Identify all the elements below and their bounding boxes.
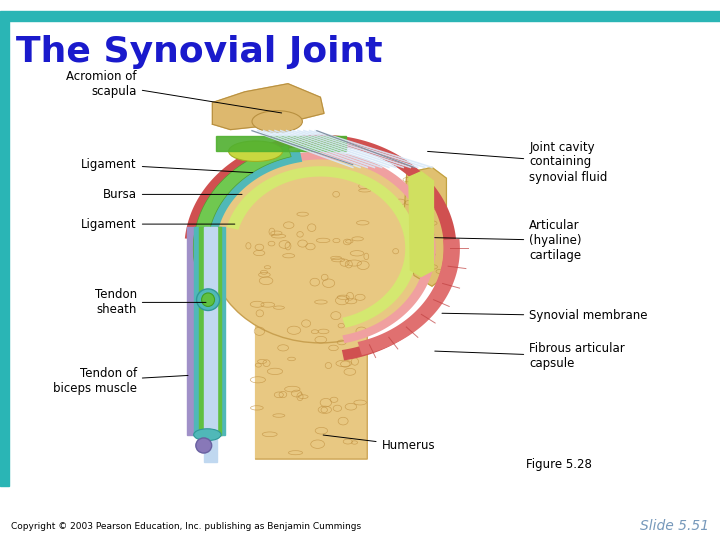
Polygon shape <box>202 150 302 257</box>
Text: Articular
(hyaline)
cartilage: Articular (hyaline) cartilage <box>435 219 582 262</box>
Polygon shape <box>204 227 217 462</box>
Polygon shape <box>185 134 456 360</box>
Text: Humerus: Humerus <box>323 435 435 452</box>
Ellipse shape <box>209 154 432 343</box>
Polygon shape <box>403 167 446 286</box>
Ellipse shape <box>196 438 212 453</box>
Ellipse shape <box>229 141 283 161</box>
Text: Tendon
sheath: Tendon sheath <box>94 288 206 316</box>
Text: Synovial membrane: Synovial membrane <box>442 309 648 322</box>
Polygon shape <box>199 227 221 435</box>
Ellipse shape <box>194 429 221 441</box>
Text: Ligament: Ligament <box>81 158 253 173</box>
Text: Ligament: Ligament <box>81 218 235 231</box>
Polygon shape <box>256 216 367 459</box>
Ellipse shape <box>202 293 215 306</box>
Text: Acromion of
scapula: Acromion of scapula <box>66 70 282 113</box>
Polygon shape <box>193 145 291 267</box>
Text: Slide 5.51: Slide 5.51 <box>640 519 709 534</box>
Polygon shape <box>216 136 346 151</box>
Text: Joint cavity
containing
synovial fluid: Joint cavity containing synovial fluid <box>428 140 608 184</box>
Text: Figure 5.28: Figure 5.28 <box>526 458 591 471</box>
Text: Tendon of
biceps muscle: Tendon of biceps muscle <box>53 367 188 395</box>
Polygon shape <box>212 84 324 130</box>
Ellipse shape <box>197 289 220 310</box>
Text: Copyright © 2003 Pearson Education, Inc. publishing as Benjamin Cummings: Copyright © 2003 Pearson Education, Inc.… <box>11 522 361 531</box>
Polygon shape <box>358 239 460 355</box>
Polygon shape <box>227 166 418 328</box>
Text: The Synovial Joint: The Synovial Joint <box>16 35 382 69</box>
Ellipse shape <box>252 111 302 132</box>
Text: Bursa: Bursa <box>103 188 242 201</box>
Polygon shape <box>409 172 433 276</box>
Text: Fibrous articular
capsule: Fibrous articular capsule <box>435 342 625 370</box>
Polygon shape <box>194 227 225 435</box>
Polygon shape <box>187 227 222 435</box>
Polygon shape <box>207 152 436 343</box>
